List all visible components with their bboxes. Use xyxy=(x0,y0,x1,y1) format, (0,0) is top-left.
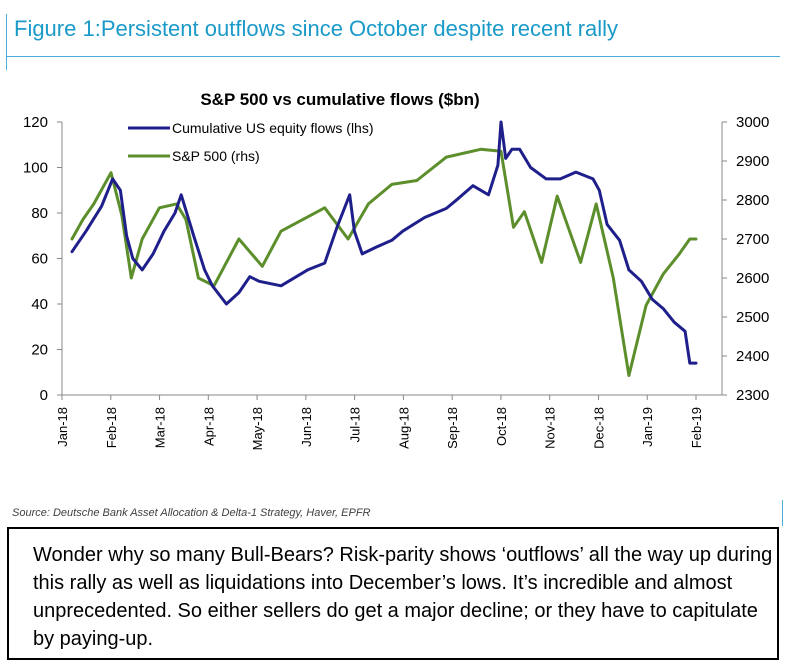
x-tick-label: Jan-19 xyxy=(640,407,655,447)
y-left-tick-label: 40 xyxy=(31,296,48,313)
x-tick-label: Nov-18 xyxy=(543,407,558,449)
x-tick-label: Dec-18 xyxy=(591,407,606,449)
y-left-tick-label: 20 xyxy=(31,342,48,359)
commentary-text: Wonder why so many Bull-Bears? Risk-pari… xyxy=(33,544,773,650)
y-left-tick-label: 60 xyxy=(31,251,48,268)
y-right-tick-label: 2300 xyxy=(736,387,769,404)
x-tick-label: Jan-18 xyxy=(55,407,70,447)
y-right-tick-label: 2600 xyxy=(736,270,769,287)
x-tick-label: Feb-19 xyxy=(689,407,704,448)
y-right-tick-label: 2800 xyxy=(736,192,769,209)
chart-series-layer xyxy=(70,120,698,377)
title-accent-vertical-rule xyxy=(6,14,7,70)
commentary-box: Wonder why so many Bull-Bears? Risk-pari… xyxy=(7,527,779,660)
y-right-tick-label: 3000 xyxy=(736,114,769,131)
chart-canvas: S&P 500 vs cumulative flows ($bn) 0 20 40 6… xyxy=(23,90,769,450)
chart-legend: Cumulative US equity flows (lhs) S&P 500 … xyxy=(128,120,374,164)
y-right-tick-label: 2400 xyxy=(736,348,769,365)
y-right-tick-label: 2900 xyxy=(736,153,769,170)
x-tick-label: Apr-18 xyxy=(201,407,216,446)
chart-title: S&P 500 vs cumulative flows ($bn) xyxy=(200,90,479,109)
y-right-tick-label: 2700 xyxy=(736,231,769,248)
x-tick-label: Sep-18 xyxy=(445,407,460,449)
x-tick-label: Jul-18 xyxy=(348,407,363,442)
x-tick-label: Jun-18 xyxy=(299,407,314,447)
chart-axes: 0 20 40 60 80 100 120 2300 2400 2500 2600 2700 2800 2… xyxy=(23,114,769,450)
x-tick-label: May-18 xyxy=(250,407,265,450)
y-left-tick-label: 80 xyxy=(31,205,48,222)
y-left-tick-label: 0 xyxy=(40,387,48,404)
series-line-cumulative-flows xyxy=(70,120,698,365)
figure-title: Figure 1:Persistent outflows since Octob… xyxy=(14,16,619,41)
x-tick-label: Aug-18 xyxy=(396,407,411,449)
x-tick-label: Oct-18 xyxy=(494,407,509,446)
title-underline-rule xyxy=(6,56,780,57)
y-left-tick-label: 120 xyxy=(23,114,48,131)
y-left-tick-label: 100 xyxy=(23,160,48,177)
legend-label-cumulative-flows: Cumulative US equity flows (lhs) xyxy=(172,120,374,136)
source-note: Source: Deutsche Bank Asset Allocation &… xyxy=(12,507,371,519)
source-accent-vertical-rule xyxy=(782,500,783,526)
series-line-sp500 xyxy=(70,147,698,377)
figure-panel: Figure 1:Persistent outflows since Octob… xyxy=(6,14,783,526)
x-tick-label: Feb-18 xyxy=(104,407,119,448)
x-tick-label: Mar-18 xyxy=(153,407,168,448)
y-right-tick-label: 2500 xyxy=(736,309,769,326)
legend-label-sp500: S&P 500 (rhs) xyxy=(172,148,260,164)
